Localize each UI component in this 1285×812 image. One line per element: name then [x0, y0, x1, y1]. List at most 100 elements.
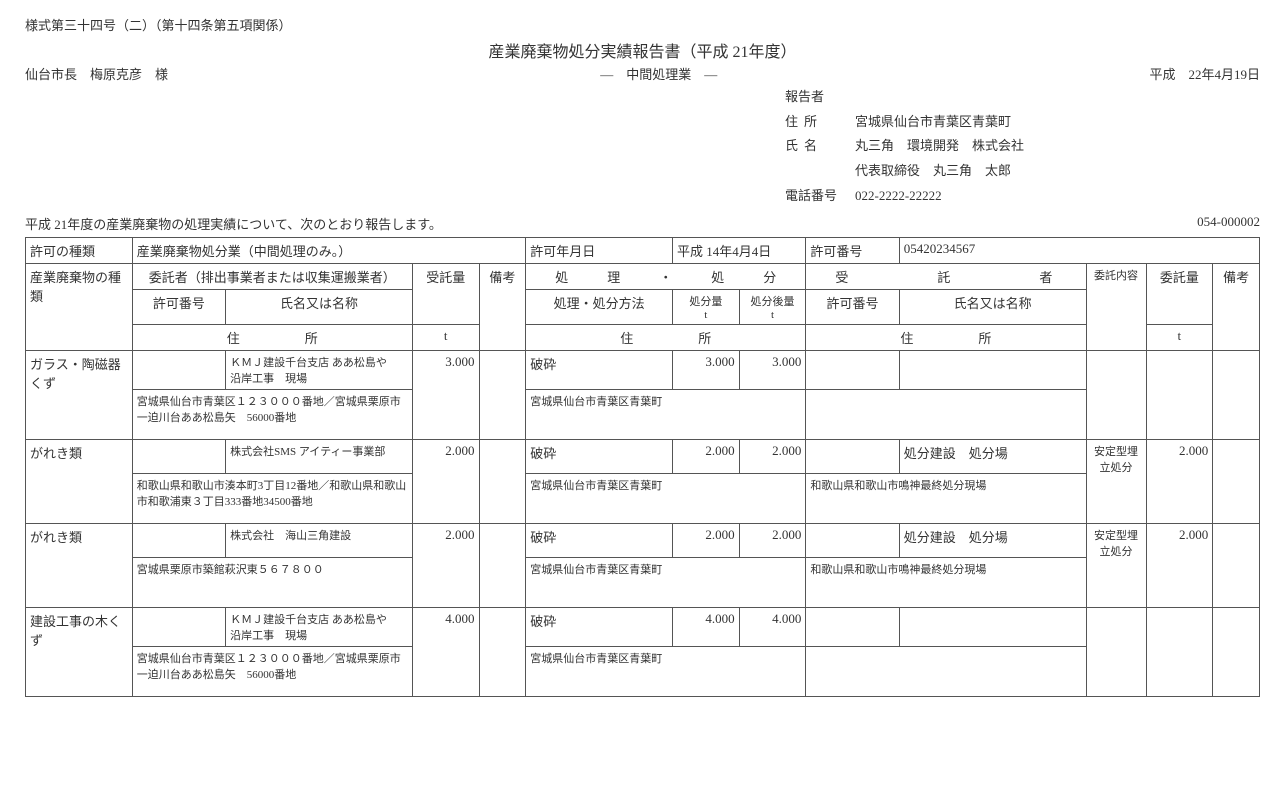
cell-remarks2 [1213, 440, 1260, 524]
cell-received: 2.000 [412, 440, 479, 524]
reporter-tel: 022-2222-22222 [855, 184, 942, 209]
cell-consign-qty [1146, 351, 1213, 440]
cell-waste: 建設工事の木くず [26, 608, 133, 697]
table-row-addr: 宮城県栗原市築館萩沢東５６７８００宮城県仙台市青葉区青葉町和歌山県和歌山市鳴神最… [26, 558, 1260, 608]
permit-date-label: 許可年月日 [526, 238, 673, 264]
cell-consignor-addr: 宮城県仙台市青葉区１２３０００番地／宮城県栗原市一迫川台ああ松島矢 56000番… [132, 647, 412, 697]
cell-consignor-permitno [132, 608, 225, 647]
cell-waste: がれき類 [26, 524, 133, 608]
reporter-name: 丸三角 環境開発 株式会社 [855, 134, 1024, 159]
cell-consignor-permitno [132, 524, 225, 558]
cell-proc-addr: 宮城県仙台市青葉区青葉町 [526, 390, 806, 440]
cell-consignee-addr [806, 390, 1086, 440]
cell-procqty: 3.000 [672, 351, 739, 390]
reporter-block: 報告者 住所 宮城県仙台市青葉区青葉町 氏名 丸三角 環境開発 株式会社 代表取… [785, 85, 1260, 208]
hdr-consignee: 受 託 者 [806, 264, 1086, 290]
cell-afterqty: 3.000 [739, 351, 806, 390]
permit-row: 許可の種類 産業廃棄物処分業（中間処理のみ。） 許可年月日 平成 14年4月4日… [26, 238, 1260, 264]
header-row-2: 許可番号 氏名又は名称 処理・処分方法 処分量t 処分後量t 許可番号 氏名又は… [26, 290, 1260, 325]
cell-procqty: 2.000 [672, 524, 739, 558]
cell-consignor-permitno [132, 351, 225, 390]
cell-consign-content: 安定型埋立処分 [1086, 524, 1146, 608]
hdr-unit1: t [412, 325, 479, 351]
cell-method: 破砕 [526, 524, 673, 558]
form-number: 様式第三十四号（二）（第十四条第五項関係） [25, 15, 1260, 34]
hdr-processing: 処 理 ・ 処 分 [526, 264, 806, 290]
reporter-tel-label: 電話番号 [785, 184, 855, 209]
cell-consignee-name [899, 351, 1086, 390]
cell-remarks2 [1213, 608, 1260, 697]
hdr-consign-content: 委託内容 [1086, 264, 1146, 351]
cell-consign-content: 安定型埋立処分 [1086, 440, 1146, 524]
cell-consign-qty [1146, 608, 1213, 697]
cell-consign-content [1086, 351, 1146, 440]
intro-text: 平成 21年度の産業廃棄物の処理実績について、次のとおり報告します。 [25, 214, 442, 233]
cell-consignor-permitno [132, 440, 225, 474]
hdr-remarks1: 備考 [479, 264, 526, 351]
hdr-method: 処理・処分方法 [526, 290, 673, 325]
hdr-name1: 氏名又は名称 [226, 290, 413, 325]
cell-consignee-permitno [806, 524, 899, 558]
cell-consignor-addr: 和歌山県和歌山市湊本町3丁目12番地／和歌山県和歌山市和歌浦東３丁目333番地3… [132, 474, 412, 524]
cell-remarks1 [479, 524, 526, 608]
table-row-addr: 宮城県仙台市青葉区１２３０００番地／宮城県栗原市一迫川台ああ松島矢 56000番… [26, 647, 1260, 697]
hdr-addr3: 住 所 [806, 325, 1086, 351]
reporter-addr: 宮城県仙台市青葉区青葉町 [855, 110, 1011, 135]
hdr-waste-type: 産業廃棄物の種類 [26, 264, 133, 351]
cell-afterqty: 2.000 [739, 440, 806, 474]
cell-consignor-name: ＫＭＪ建設千台支店 ああ松島や 沿岸工事 現場 [226, 351, 413, 390]
table-row: 建設工事の木くずＫＭＪ建設千台支店 ああ松島や 沿岸工事 現場4.000破砕4.… [26, 608, 1260, 647]
cell-afterqty: 2.000 [739, 524, 806, 558]
cell-proc-addr: 宮城県仙台市青葉区青葉町 [526, 647, 806, 697]
cell-waste: ガラス・陶磁器くず [26, 351, 133, 440]
table-row: ガラス・陶磁器くずＫＭＪ建設千台支店 ああ松島や 沿岸工事 現場3.000破砕3… [26, 351, 1260, 390]
cell-consignor-addr: 宮城県仙台市青葉区１２３０００番地／宮城県栗原市一迫川台ああ松島矢 56000番… [132, 390, 412, 440]
hdr-consign-qty: 委託量 [1146, 264, 1213, 325]
cell-waste: がれき類 [26, 440, 133, 524]
permit-date-value: 平成 14年4月4日 [672, 238, 805, 264]
cell-remarks1 [479, 608, 526, 697]
cell-consign-qty: 2.000 [1146, 440, 1213, 524]
hdr-name2: 氏名又は名称 [899, 290, 1086, 325]
cell-consignee-addr [806, 647, 1086, 697]
addressee: 仙台市長 梅原克彦 様 [25, 64, 168, 83]
cell-consignee-permitno [806, 440, 899, 474]
cell-procqty: 2.000 [672, 440, 739, 474]
cell-consign-qty: 2.000 [1146, 524, 1213, 608]
subtitle: ― 中間処理業 ― [168, 64, 1149, 83]
cell-proc-addr: 宮城県仙台市青葉区青葉町 [526, 474, 806, 524]
hdr-consignor: 委託者（排出事業者または収集運搬業者） [132, 264, 412, 290]
cell-consignor-name: 株式会社 海山三角建設 [226, 524, 413, 558]
document-title: 産業廃棄物処分実績報告書（平成 21年度） [25, 38, 1260, 62]
hdr-unit2: t [1146, 325, 1213, 351]
cell-consignor-name: 株式会社SMS アイティー事業部 [226, 440, 413, 474]
cell-consignee-permitno [806, 351, 899, 390]
cell-consignee-permitno [806, 608, 899, 647]
cell-method: 破砕 [526, 608, 673, 647]
cell-remarks2 [1213, 524, 1260, 608]
permit-number-value: 05420234567 [899, 238, 1259, 264]
report-date: 平成 22年4月19日 [1149, 64, 1260, 83]
cell-received: 4.000 [412, 608, 479, 697]
reporter-heading: 報告者 [785, 85, 1260, 110]
header-row-1: 産業廃棄物の種類 委託者（排出事業者または収集運搬業者） 受託量 備考 処 理 … [26, 264, 1260, 290]
permit-type-value: 産業廃棄物処分業（中間処理のみ。） [132, 238, 526, 264]
hdr-remarks2: 備考 [1213, 264, 1260, 351]
hdr-permitno2: 許可番号 [806, 290, 899, 325]
cell-consignee-name: 処分建設 処分場 [899, 524, 1086, 558]
cell-procqty: 4.000 [672, 608, 739, 647]
cell-consign-content [1086, 608, 1146, 697]
reporter-name-label: 氏名 [785, 134, 855, 159]
reporter-addr-label: 住所 [785, 110, 855, 135]
cell-proc-addr: 宮城県仙台市青葉区青葉町 [526, 558, 806, 608]
table-row-addr: 宮城県仙台市青葉区１２３０００番地／宮城県栗原市一迫川台ああ松島矢 56000番… [26, 390, 1260, 440]
cell-received: 2.000 [412, 524, 479, 608]
hdr-afterqty: 処分後量t [739, 290, 806, 325]
cell-consignee-name: 処分建設 処分場 [899, 440, 1086, 474]
cell-consignor-name: ＫＭＪ建設千台支店 ああ松島や 沿岸工事 現場 [226, 608, 413, 647]
cell-consignor-addr: 宮城県栗原市築館萩沢東５６７８００ [132, 558, 412, 608]
cell-remarks2 [1213, 351, 1260, 440]
header-row-3: 住 所 t 住 所 住 所 t [26, 325, 1260, 351]
cell-afterqty: 4.000 [739, 608, 806, 647]
table-row: がれき類株式会社 海山三角建設2.000破砕2.0002.000処分建設 処分場… [26, 524, 1260, 558]
